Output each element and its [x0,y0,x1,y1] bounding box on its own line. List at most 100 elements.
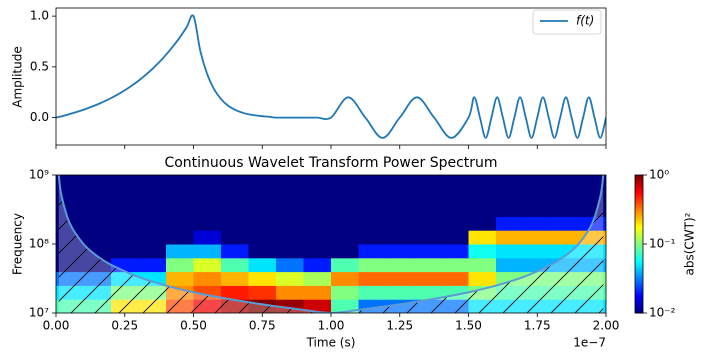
heatmap-cell [83,175,112,190]
colorbar-step [635,195,643,199]
heatmap-cell [303,188,332,204]
heatmap-cell [221,271,249,286]
heatmap-cell [221,216,249,231]
heatmap-cell [386,257,414,273]
colorbar-step [635,269,643,273]
legend-label: f(t) [576,14,594,28]
colorbar-step [635,296,643,300]
x-axis-label: Time (s) [306,336,356,350]
heatmap-cell [413,175,442,190]
heatmap-cell [468,216,497,231]
heatmap-cell [303,202,332,217]
colorbar-step [635,273,643,277]
y-tick-label: 10⁷ [29,306,49,320]
heatmap-cell [193,202,222,217]
heatmap-cell [331,188,359,204]
colorbar-step [635,177,643,181]
heatmap-cell [386,175,414,190]
colorbar-step [635,303,643,307]
heatmap-cell [138,188,167,204]
heatmap-cell [83,188,112,204]
colorbar-step [635,271,643,275]
heatmap-cell [248,202,277,217]
heatmap-cell [551,175,579,190]
heatmap-cell [468,175,497,190]
heatmap-cell [441,244,469,259]
colorbar-step [635,230,643,233]
heatmap-cell [358,188,387,204]
y-tick-label: 0.0 [30,110,49,124]
heatmap-cell [303,299,332,313]
heatmap-cell [331,244,359,259]
colorbar-step [635,193,643,197]
colorbar-tick-label: 10⁻² [649,306,676,320]
heatmap-cell [441,216,469,231]
heatmap-cell [358,244,387,259]
heatmap-cell [276,244,304,259]
heatmap-cell [441,271,469,286]
colorbar-step [635,310,643,314]
heatmap-cell [523,244,552,259]
colorbar-step [635,237,643,240]
heatmap-cell [166,244,194,259]
colorbar-step [635,232,643,236]
heatmap-cell [166,216,194,231]
colorbar-step [635,223,643,227]
heatmap-cell [441,230,469,245]
heatmap-cell [221,285,249,300]
x-offset-label: 1e−7 [573,336,606,350]
colorbar-step [635,287,643,291]
colorbar-step [635,239,643,243]
heatmap-cell [331,285,359,300]
colorbar-step [635,175,643,178]
heatmap-cell [358,271,387,286]
heatmap-cell [138,216,167,231]
heatmap-cell [523,175,552,190]
x-tick-label: 1.50 [455,319,482,333]
heatmap-cell [193,216,222,231]
y-tick-label: 0.5 [30,59,49,73]
heatmap-cell [331,299,359,313]
heatmap-cell [523,202,552,217]
heatmap-cell [331,271,359,286]
colorbar-step [635,211,643,215]
colorbar-step [635,221,643,224]
colorbar-step [635,179,643,183]
axes-frame [55,7,607,146]
colorbar-step [635,209,643,213]
colorbar-step [635,283,643,286]
heatmap-cell [413,244,442,259]
heatmap-cell [138,230,167,245]
heatmap-cell [413,202,442,217]
heatmap-cell [248,188,277,204]
heatmap-cell [276,230,304,245]
heatmap-cell [468,257,497,273]
heatmap-cell [496,216,524,231]
heatmap-cell [276,216,304,231]
colorbar-step [635,234,643,238]
x-tick-label: 0.25 [111,319,138,333]
colorbar-step [635,186,643,190]
heatmap-cell [331,230,359,245]
heatmap-cell [138,202,167,217]
coi-line [57,175,605,313]
colorbar-step [635,299,643,302]
x-tick-label: 2.00 [593,319,620,333]
data-line [56,14,606,139]
heatmap-cell [138,244,167,259]
heatmap-cell [221,244,249,259]
colorbar-step [635,241,643,245]
heatmap-cell [386,244,414,259]
heatmap-cell [386,188,414,204]
colorbar-step [635,198,643,201]
colorbar-step [635,202,643,206]
heatmap-cell [248,285,277,300]
heatmap-cell [221,188,249,204]
heatmap-cell [386,202,414,217]
colorbar-step [635,290,643,293]
colorbar-step [635,294,643,298]
heatmap-cell [358,230,387,245]
colorbar-step [635,227,643,231]
colorbar-step [635,308,643,312]
